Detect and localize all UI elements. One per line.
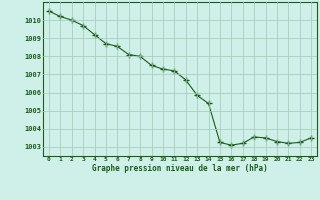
X-axis label: Graphe pression niveau de la mer (hPa): Graphe pression niveau de la mer (hPa)	[92, 164, 268, 173]
